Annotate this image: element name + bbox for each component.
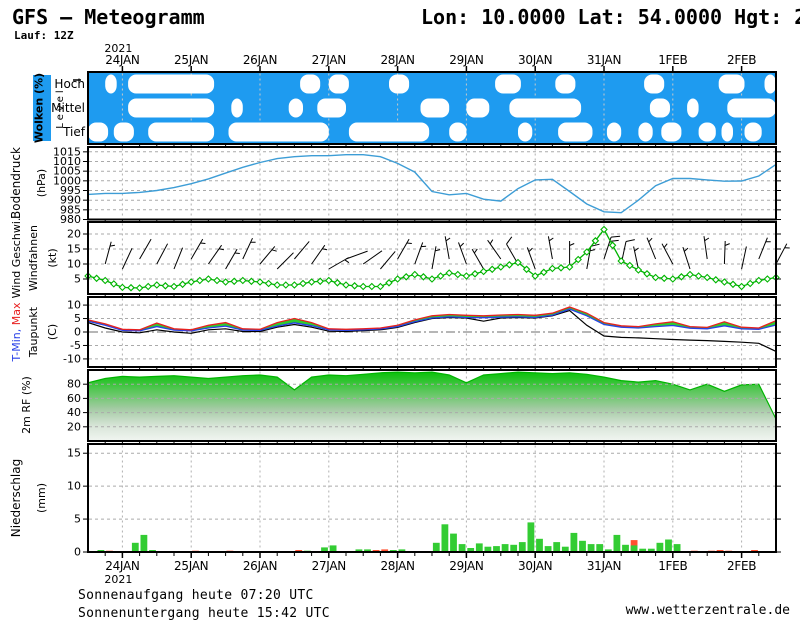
svg-text:31JAN: 31JAN	[587, 559, 621, 573]
svg-text:31JAN: 31JAN	[587, 53, 621, 67]
svg-text:Bodendruck: Bodendruck	[9, 147, 23, 219]
panel-precip: 15 10 5 0 Niederschlag (mm)	[9, 443, 781, 559]
svg-text:(hPa): (hPa)	[35, 169, 48, 197]
svg-text:1005: 1005	[53, 165, 81, 178]
svg-text:2FEB: 2FEB	[727, 53, 756, 67]
svg-text:0: 0	[74, 546, 81, 559]
panel-wind: 20 15 10 5 Wind Geschwi. Windfahnen (kt)	[10, 218, 790, 299]
svg-text:990: 990	[60, 194, 81, 207]
svg-text:5: 5	[74, 273, 81, 286]
svg-text:26JAN: 26JAN	[243, 559, 277, 573]
time-axis: 24JAN 24JAN 25JAN 25JAN 26JAN 26JAN 27JAN 27JAN…	[104, 42, 760, 585]
svg-text:Level: Level	[55, 87, 66, 128]
svg-text:80: 80	[67, 378, 81, 391]
svg-text:28JAN: 28JAN	[380, 559, 414, 573]
cloud-level-tief: Tief	[62, 125, 86, 139]
svg-text:5: 5	[74, 513, 81, 526]
cloud-level-mittel: Mittel	[51, 101, 85, 115]
svg-text:(C): (C)	[46, 324, 59, 340]
svg-text:20: 20	[67, 420, 81, 433]
svg-text:995: 995	[60, 184, 81, 197]
svg-text:26JAN: 26JAN	[243, 53, 277, 67]
svg-text:Windfahnen: Windfahnen	[27, 225, 40, 291]
svg-text:980: 980	[60, 213, 81, 226]
svg-text:T-Min, Max: T-Min, Max	[10, 302, 23, 362]
svg-text:27JAN: 27JAN	[312, 53, 346, 67]
svg-text:24JAN: 24JAN	[105, 53, 139, 67]
run-label: Lauf: 12Z	[14, 29, 74, 42]
page-title: GFS – Meteogramm	[12, 5, 205, 29]
svg-text:29JAN: 29JAN	[449, 559, 483, 573]
sun-info: Sonnenaufgang heute 07:20 UTC Sonnenunte…	[78, 587, 330, 623]
svg-text:30JAN: 30JAN	[518, 559, 552, 573]
svg-text:24JAN: 24JAN	[105, 559, 139, 573]
svg-text:20: 20	[67, 228, 81, 241]
watermark: www.wetterzentrale.de	[625, 603, 790, 618]
panel-clouds	[87, 71, 777, 145]
svg-text:Niederschlag: Niederschlag	[9, 459, 23, 537]
rf-area	[88, 372, 776, 441]
svg-text:10: 10	[67, 480, 81, 493]
clouds-panel-label: Wolken (%)	[33, 73, 46, 143]
svg-text:1000: 1000	[53, 174, 81, 187]
svg-text:2m RF (%): 2m RF (%)	[20, 376, 33, 434]
svg-text:27JAN: 27JAN	[312, 559, 346, 573]
sunrise-text: Sonnenaufgang heute 07:20 UTC	[78, 588, 314, 603]
svg-text:985: 985	[60, 203, 81, 216]
tmin-line	[87, 308, 777, 332]
svg-text:25JAN: 25JAN	[174, 53, 208, 67]
svg-text:15: 15	[67, 447, 81, 460]
cloud-level-hoch: Hoch	[54, 77, 85, 91]
svg-text:1FEB: 1FEB	[658, 559, 687, 573]
meteogram-chart: Wolken (%) LevelHochMittelTief10151010100…	[9, 42, 790, 585]
svg-text:Taupunkt: Taupunkt	[27, 306, 40, 358]
svg-text:2021: 2021	[104, 573, 132, 585]
svg-text:-10: -10	[63, 352, 81, 365]
sunset-text: Sonnenuntergang heute 15:42 UTC	[78, 606, 330, 621]
svg-text:2021: 2021	[104, 42, 132, 55]
svg-text:10: 10	[67, 299, 81, 312]
pressure-line	[87, 153, 777, 214]
svg-text:28JAN: 28JAN	[380, 53, 414, 67]
svg-text:1010: 1010	[53, 155, 81, 168]
svg-text:1015: 1015	[53, 145, 81, 158]
svg-text:25JAN: 25JAN	[174, 559, 208, 573]
svg-text:(mm): (mm)	[35, 483, 48, 513]
svg-text:30JAN: 30JAN	[518, 53, 552, 67]
svg-text:-5: -5	[70, 339, 81, 352]
svg-text:5: 5	[74, 312, 81, 325]
svg-text:Wind Geschwi.: Wind Geschwi.	[10, 218, 23, 299]
svg-text:40: 40	[67, 406, 81, 419]
svg-text:10: 10	[67, 258, 81, 271]
svg-text:60: 60	[67, 392, 81, 405]
svg-text:29JAN: 29JAN	[449, 53, 483, 67]
svg-text:1FEB: 1FEB	[658, 53, 687, 67]
svg-text:(kt): (kt)	[46, 248, 59, 267]
svg-text:0: 0	[74, 326, 81, 339]
svg-text:2FEB: 2FEB	[727, 559, 756, 573]
svg-text:15: 15	[67, 243, 81, 256]
header-coordinates: Lon: 10.0000 Lat: 54.0000 Hgt: 2	[421, 5, 800, 29]
tmax-line	[87, 306, 777, 331]
